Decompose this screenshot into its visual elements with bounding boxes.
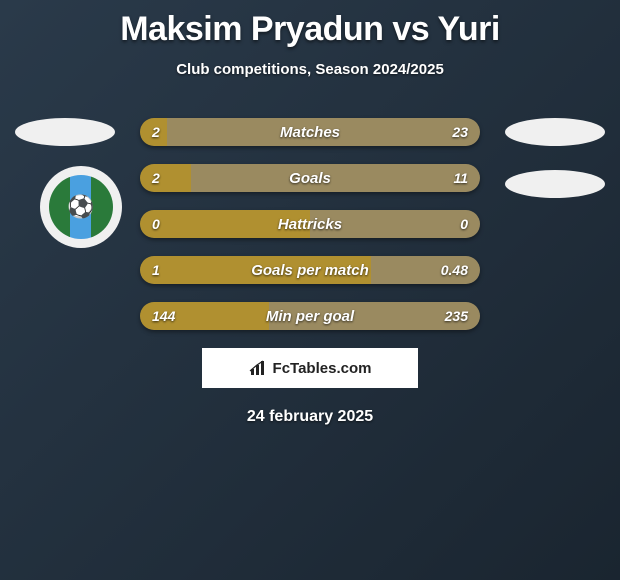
stat-label: Goals per match xyxy=(140,256,480,284)
date-text: 24 february 2025 xyxy=(10,408,610,426)
stat-label: Min per goal xyxy=(140,302,480,330)
stat-row: 223Matches xyxy=(140,118,480,146)
player1-club-badge: ⚽ xyxy=(40,166,122,248)
player1-logo-placeholder xyxy=(15,118,115,146)
stat-label: Goals xyxy=(140,164,480,192)
bar-chart-icon xyxy=(249,359,269,377)
brand-watermark[interactable]: FcTables.com xyxy=(202,348,418,388)
stat-row: 00Hattricks xyxy=(140,210,480,238)
brand-text: FcTables.com xyxy=(273,360,372,377)
comparison-chart: ⚽ 223Matches 211Goals 00Hattricks 10.48Goal… xyxy=(0,118,620,426)
page-title: Maksim Pryadun vs Yuri xyxy=(0,0,620,49)
soccer-ball-icon: ⚽ xyxy=(67,194,94,220)
right-player-logos xyxy=(500,118,610,218)
stat-row: 144235Min per goal xyxy=(140,302,480,330)
stat-label: Matches xyxy=(140,118,480,146)
player2-logo-placeholder-2 xyxy=(505,170,605,198)
player2-logo-placeholder-1 xyxy=(505,118,605,146)
stat-bars: 223Matches 211Goals 00Hattricks 10.48Goals … xyxy=(140,118,480,330)
stat-row: 10.48Goals per match xyxy=(140,256,480,284)
subtitle: Club competitions, Season 2024/2025 xyxy=(0,61,620,78)
stat-row: 211Goals xyxy=(140,164,480,192)
left-player-logos: ⚽ xyxy=(10,118,120,248)
stat-label: Hattricks xyxy=(140,210,480,238)
